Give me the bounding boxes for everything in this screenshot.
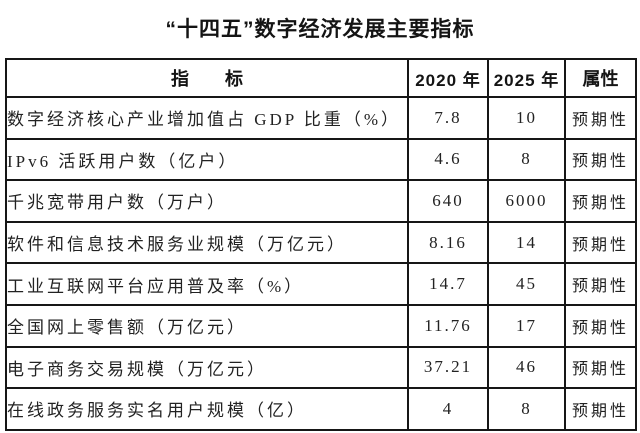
value-2020-cell: 640 [407, 179, 489, 223]
table-row: 工业互联网平台应用普及率（%） 14.7 45 预期性 [5, 262, 637, 306]
value-2025-cell: 45 [487, 262, 566, 306]
indicator-cell: 在线政务服务实名用户规模（亿） [5, 387, 409, 431]
value-2025-cell: 8 [487, 387, 566, 431]
table-row: IPv6 活跃用户数（亿户） 4.6 8 预期性 [5, 137, 637, 182]
value-2025-cell: 10 [487, 96, 566, 140]
indicator-cell: 全国网上零售额（万亿元） [5, 303, 409, 348]
attribute-cell: 预期性 [564, 387, 637, 431]
value-2025-cell: 14 [487, 220, 566, 265]
value-2025-cell: 8 [487, 137, 566, 182]
header-attribute: 属性 [564, 58, 637, 98]
indicator-cell: IPv6 活跃用户数（亿户） [5, 137, 409, 182]
indicator-cell: 软件和信息技术服务业规模（万亿元） [5, 220, 409, 265]
table-row: 电子商务交易规模（万亿元） 37.21 46 预期性 [5, 345, 637, 390]
indicator-cell: 工业互联网平台应用普及率（%） [5, 262, 409, 306]
indicator-cell: 电子商务交易规模（万亿元） [5, 345, 409, 390]
attribute-cell: 预期性 [564, 96, 637, 140]
attribute-cell: 预期性 [564, 137, 637, 182]
value-2020-cell: 4 [407, 387, 489, 431]
value-2020-cell: 8.16 [407, 220, 489, 265]
attribute-cell: 预期性 [564, 262, 637, 306]
indicators-table: 指 标 2020 年 2025 年 属性 数字经济核心产业增加值占 GDP 比重… [5, 58, 637, 431]
attribute-cell: 预期性 [564, 303, 637, 348]
table-header-row: 指 标 2020 年 2025 年 属性 [5, 58, 637, 98]
attribute-cell: 预期性 [564, 345, 637, 390]
value-2020-cell: 4.6 [407, 137, 489, 182]
value-2020-cell: 7.8 [407, 96, 489, 140]
value-2020-cell: 14.7 [407, 262, 489, 306]
value-2020-cell: 37.21 [407, 345, 489, 390]
attribute-cell: 预期性 [564, 179, 637, 223]
indicator-cell: 千兆宽带用户数（万户） [5, 179, 409, 223]
table-row: 数字经济核心产业增加值占 GDP 比重（%） 7.8 10 预期性 [5, 96, 637, 140]
value-2025-cell: 17 [487, 303, 566, 348]
table-row: 全国网上零售额（万亿元） 11.76 17 预期性 [5, 303, 637, 348]
value-2025-cell: 46 [487, 345, 566, 390]
table-row: 软件和信息技术服务业规模（万亿元） 8.16 14 预期性 [5, 220, 637, 265]
header-year-2025: 2025 年 [487, 58, 566, 98]
table-row: 千兆宽带用户数（万户） 640 6000 预期性 [5, 179, 637, 223]
page-title: “十四五”数字经济发展主要指标 [165, 18, 475, 41]
attribute-cell: 预期性 [564, 220, 637, 265]
header-year-2020: 2020 年 [407, 58, 489, 98]
value-2020-cell: 11.76 [407, 303, 489, 348]
table-row: 在线政务服务实名用户规模（亿） 4 8 预期性 [5, 387, 637, 431]
header-indicator: 指 标 [5, 58, 409, 98]
indicator-cell: 数字经济核心产业增加值占 GDP 比重（%） [5, 96, 409, 140]
value-2025-cell: 6000 [487, 179, 566, 223]
